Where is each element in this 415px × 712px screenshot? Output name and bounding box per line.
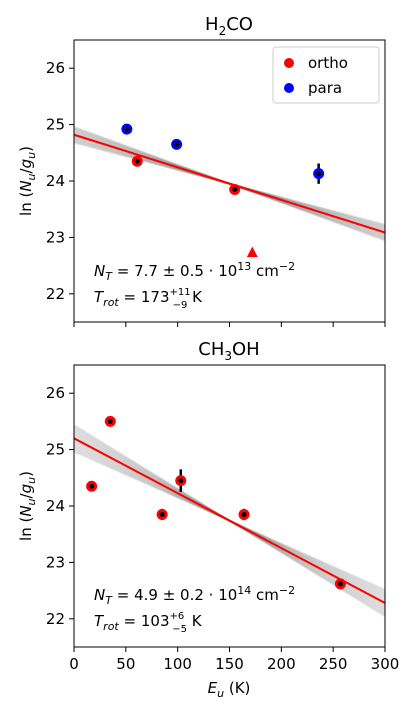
panel1-title: H2CO <box>205 14 253 38</box>
y-tick-label: 23 <box>46 553 65 571</box>
panel1-fit-band <box>73 125 386 242</box>
y-tick-label: 22 <box>46 285 65 303</box>
data-point-center <box>241 511 247 517</box>
data-point-center <box>178 478 184 484</box>
panel2-data-points <box>86 415 346 590</box>
panel1-data-points <box>121 123 325 258</box>
best-fit-line <box>73 133 386 234</box>
best-fit-line <box>73 437 386 604</box>
legend-frame <box>272 46 380 104</box>
data-point-center <box>124 126 130 132</box>
y-tick-label: 23 <box>46 228 65 246</box>
panel1-y-ticks: 22 23 24 25 26 <box>46 59 74 303</box>
x-tick-label: 50 <box>116 655 135 673</box>
data-point-center <box>316 171 322 177</box>
panel2-fit-band <box>73 424 386 618</box>
y-tick-label: 24 <box>46 172 65 190</box>
panel2-nt-annotation: NT = 4.9 ± 0.2 · 1014 cm−2 <box>94 584 295 607</box>
panel1-legend: ortho para <box>272 46 380 104</box>
data-point-center <box>134 158 140 164</box>
y-tick-label: 26 <box>46 59 65 77</box>
y-tick-label: 26 <box>46 384 65 402</box>
data-point-center <box>337 581 343 587</box>
y-tick-label: 24 <box>46 497 65 515</box>
panel2-frame <box>73 364 386 648</box>
data-point-center <box>174 141 180 147</box>
y-tick-label: 25 <box>46 116 65 134</box>
x-tick-label: 200 <box>267 655 296 673</box>
panel1-nt-annotation: NT = 7.7 ± 0.5 · 1013 cm−2 <box>94 260 295 283</box>
x-tick-label: 250 <box>319 655 348 673</box>
data-point-center <box>232 186 238 192</box>
panel2-y-ticks: 22 23 24 25 26 <box>46 384 74 628</box>
data-point-center <box>107 418 113 424</box>
panel2-x-axis-label: Eu (K) <box>208 679 251 700</box>
legend-para-label: para <box>308 79 342 97</box>
panel-ch3oh: CH3OH 22 23 24 25 26 0 50 100 150 200 250 300 ln (… <box>17 339 399 700</box>
data-point-center <box>159 511 165 517</box>
legend-para-marker <box>284 83 294 93</box>
x-tick-label: 150 <box>215 655 244 673</box>
panel1-trot-annotation: Trot = 173+11 −9 K <box>94 287 203 311</box>
legend-ortho-marker <box>284 58 294 68</box>
panel-h2co: H2CO 22 23 24 25 26 ln (Nu/gu) ortho para NT… <box>17 14 386 327</box>
panel2-title: CH3OH <box>198 339 259 363</box>
upper-limit-marker <box>246 246 258 258</box>
y-tick-label: 22 <box>46 610 65 628</box>
x-tick-label: 0 <box>69 655 79 673</box>
panel2-trot-annotation: Trot = 103+6 −5 K <box>94 611 203 635</box>
x-tick-label: 300 <box>371 655 400 673</box>
x-tick-label: 100 <box>163 655 192 673</box>
panel2-y-axis-label: ln (Nu/gu) <box>17 471 38 541</box>
panel1-x-ticks <box>73 322 386 327</box>
panel1-y-axis-label: ln (Nu/gu) <box>17 146 38 216</box>
legend-ortho-label: ortho <box>308 54 348 72</box>
panel2-x-ticks: 0 50 100 150 200 250 300 <box>69 647 399 673</box>
data-point-center <box>89 483 95 489</box>
y-tick-label: 25 <box>46 441 65 459</box>
